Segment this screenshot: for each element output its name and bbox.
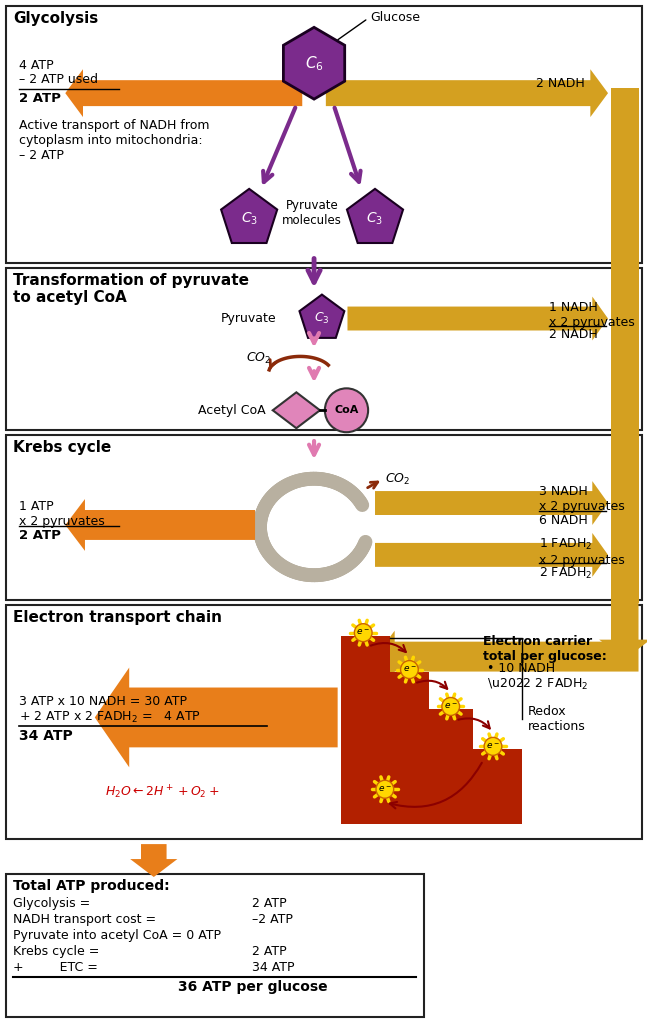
Text: – 2 ATP used: – 2 ATP used — [19, 73, 98, 86]
Bar — [7, 267, 643, 430]
Bar — [611, 543, 639, 567]
Text: • 10 NADH: • 10 NADH — [487, 662, 555, 675]
Text: 3 ATP x 10 NADH = 30 ATP: 3 ATP x 10 NADH = 30 ATP — [19, 694, 187, 708]
Text: +         ETC =: + ETC = — [13, 961, 98, 974]
Bar — [7, 605, 643, 839]
Polygon shape — [65, 499, 255, 551]
Text: $e^-$: $e^-$ — [378, 784, 392, 794]
Text: $e^-$: $e^-$ — [444, 701, 458, 712]
Text: 34 ATP: 34 ATP — [252, 961, 294, 974]
Text: $H_2O \leftarrow 2H^+ + O_2 +$: $H_2O \leftarrow 2H^+ + O_2 +$ — [104, 783, 219, 801]
Polygon shape — [326, 70, 608, 117]
Text: 4 ATP: 4 ATP — [19, 59, 54, 73]
Circle shape — [484, 737, 502, 756]
Text: NADH transport cost =: NADH transport cost = — [13, 913, 156, 926]
Polygon shape — [283, 28, 345, 99]
Text: Total ATP produced:: Total ATP produced: — [13, 879, 170, 893]
Circle shape — [354, 624, 372, 642]
Text: Glycolysis: Glycolysis — [13, 11, 99, 27]
Text: 2 ATP: 2 ATP — [19, 92, 61, 105]
Text: + 2 ATP x 2 FADH$_2$ =   4 ATP: + 2 ATP x 2 FADH$_2$ = 4 ATP — [19, 710, 201, 725]
Bar — [7, 874, 424, 1017]
Text: Pyruvate: Pyruvate — [221, 312, 277, 325]
Text: 1 ATP
x 2 pyruvates: 1 ATP x 2 pyruvates — [19, 500, 105, 528]
Text: $CO_2$: $CO_2$ — [246, 351, 271, 366]
Polygon shape — [65, 70, 302, 117]
Text: $e^-$: $e^-$ — [403, 665, 417, 675]
Text: Pyruvate into acetyl CoA = 0 ATP: Pyruvate into acetyl CoA = 0 ATP — [13, 929, 221, 942]
Text: $C_3$: $C_3$ — [240, 211, 258, 227]
Text: Transformation of pyruvate
to acetyl CoA: Transformation of pyruvate to acetyl CoA — [13, 272, 249, 305]
Text: Redox
reactions: Redox reactions — [528, 706, 585, 733]
Text: 34 ATP: 34 ATP — [19, 729, 73, 743]
Text: Pyruvate
molecules: Pyruvate molecules — [282, 199, 342, 226]
Text: $CO_2$: $CO_2$ — [385, 471, 410, 486]
Text: 6 NADH: 6 NADH — [539, 514, 588, 527]
Text: 2 ATP: 2 ATP — [252, 945, 286, 957]
Circle shape — [376, 780, 394, 799]
Text: Glucose: Glucose — [370, 11, 420, 24]
Text: Krebs cycle: Krebs cycle — [13, 440, 112, 456]
Text: Electron transport chain: Electron transport chain — [13, 609, 222, 625]
Bar — [611, 492, 639, 515]
Polygon shape — [599, 603, 650, 659]
Text: Active transport of NADH from
cytoplasm into mitochondria:
– 2 ATP: Active transport of NADH from cytoplasm … — [19, 119, 210, 162]
Text: $e^-$: $e^-$ — [486, 741, 500, 752]
Polygon shape — [95, 668, 338, 767]
Text: Acetyl CoA: Acetyl CoA — [198, 403, 265, 417]
Text: $C_3$: $C_3$ — [367, 211, 384, 227]
Text: $e^-$: $e^-$ — [356, 628, 370, 638]
Text: Electron carrier
total per glucose:: Electron carrier total per glucose: — [483, 635, 607, 663]
Text: Krebs cycle =: Krebs cycle = — [13, 945, 100, 957]
Text: CoA: CoA — [334, 406, 359, 416]
Text: 1 NADH
x 2 pyruvates: 1 NADH x 2 pyruvates — [549, 301, 635, 329]
Text: 2 NADH: 2 NADH — [549, 329, 598, 341]
Polygon shape — [273, 392, 320, 428]
Circle shape — [401, 660, 419, 679]
Text: 2 ATP: 2 ATP — [252, 897, 286, 910]
Text: 3 NADH
x 2 pyruvates: 3 NADH x 2 pyruvates — [539, 485, 625, 513]
Polygon shape — [340, 636, 522, 824]
Bar — [7, 6, 643, 263]
Circle shape — [325, 388, 368, 432]
Polygon shape — [375, 631, 639, 683]
Polygon shape — [348, 297, 608, 340]
Text: $C_3$: $C_3$ — [314, 311, 330, 326]
Circle shape — [442, 697, 459, 716]
Polygon shape — [130, 844, 177, 877]
Text: 36 ATP per glucose: 36 ATP per glucose — [178, 980, 328, 993]
Text: 2 ATP: 2 ATP — [19, 529, 61, 542]
Text: $C_6$: $C_6$ — [305, 54, 323, 73]
Bar — [611, 88, 639, 603]
Bar — [611, 306, 639, 331]
Text: 2 NADH: 2 NADH — [536, 77, 585, 90]
Text: –2 ATP: –2 ATP — [252, 913, 293, 926]
Text: 1 FADH$_2$
x 2 pyruvates: 1 FADH$_2$ x 2 pyruvates — [539, 537, 625, 567]
Text: 2 FADH$_2$: 2 FADH$_2$ — [539, 566, 593, 581]
Polygon shape — [375, 532, 608, 577]
Polygon shape — [347, 188, 403, 243]
Polygon shape — [375, 481, 608, 525]
Polygon shape — [300, 295, 344, 338]
Polygon shape — [221, 188, 277, 243]
Text: \u2022 2 FADH$_2$: \u2022 2 FADH$_2$ — [487, 677, 589, 691]
Bar — [7, 435, 643, 600]
Text: Glycolysis =: Glycolysis = — [13, 897, 91, 910]
